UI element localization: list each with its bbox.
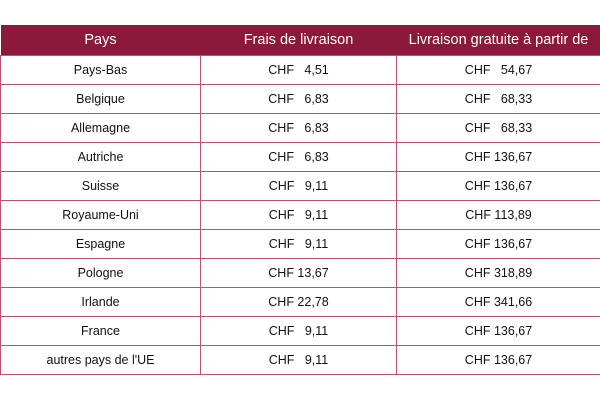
country-cell: Irlande bbox=[0, 287, 201, 317]
free-shipping-threshold-cell: CHF 54,67 bbox=[396, 55, 600, 85]
table-row: Royaume-Uni CHF 9,11 CHF 113,89 bbox=[0, 200, 600, 230]
table-row: Pologne CHF 13,67 CHF 318,89 bbox=[0, 258, 600, 288]
free-shipping-threshold-cell: CHF 68,33 bbox=[396, 113, 600, 143]
country-cell: Allemagne bbox=[0, 113, 201, 143]
shipping-cost-cell: CHF 13,67 bbox=[200, 258, 397, 288]
country-cell: Royaume-Uni bbox=[0, 200, 201, 230]
table-row: autres pays de l'UE CHF 9,11 CHF 136,67 bbox=[0, 345, 600, 375]
country-cell: Pologne bbox=[0, 258, 201, 288]
table-row: Espagne CHF 9,11 CHF 136,67 bbox=[0, 229, 600, 259]
table-row: Pays-Bas CHF 4,51 CHF 54,67 bbox=[0, 55, 600, 85]
header-free-shipping-threshold: Livraison gratuite à partir de bbox=[396, 25, 600, 56]
table-row: Belgique CHF 6,83 CHF 68,33 bbox=[0, 84, 600, 114]
free-shipping-threshold-cell: CHF 318,89 bbox=[396, 258, 600, 288]
shipping-cost-cell: CHF 9,11 bbox=[200, 200, 397, 230]
country-cell: Autriche bbox=[0, 142, 201, 172]
header-row: Pays Frais de livraison Livraison gratui… bbox=[0, 25, 600, 56]
table-row: Irlande CHF 22,78 CHF 341,66 bbox=[0, 287, 600, 317]
free-shipping-threshold-cell: CHF 341,66 bbox=[396, 287, 600, 317]
shipping-cost-cell: CHF 6,83 bbox=[200, 84, 397, 114]
country-cell: Belgique bbox=[0, 84, 201, 114]
country-cell: Pays-Bas bbox=[0, 55, 201, 85]
header-shipping-cost: Frais de livraison bbox=[200, 25, 397, 56]
table-row: Suisse CHF 9,11 CHF 136,67 bbox=[0, 171, 600, 201]
country-cell: autres pays de l'UE bbox=[0, 345, 201, 375]
free-shipping-threshold-cell: CHF 136,67 bbox=[396, 229, 600, 259]
header-country: Pays bbox=[0, 25, 201, 56]
free-shipping-threshold-cell: CHF 136,67 bbox=[396, 142, 600, 172]
shipping-cost-cell: CHF 9,11 bbox=[200, 229, 397, 259]
shipping-cost-cell: CHF 4,51 bbox=[200, 55, 397, 85]
free-shipping-threshold-cell: CHF 136,67 bbox=[396, 345, 600, 375]
shipping-cost-cell: CHF 6,83 bbox=[200, 113, 397, 143]
free-shipping-threshold-cell: CHF 113,89 bbox=[396, 200, 600, 230]
free-shipping-threshold-cell: CHF 136,67 bbox=[396, 316, 600, 346]
country-cell: Espagne bbox=[0, 229, 201, 259]
shipping-cost-cell: CHF 9,11 bbox=[200, 171, 397, 201]
shipping-cost-cell: CHF 22,78 bbox=[200, 287, 397, 317]
country-cell: France bbox=[0, 316, 201, 346]
shipping-cost-cell: CHF 6,83 bbox=[200, 142, 397, 172]
free-shipping-threshold-cell: CHF 136,67 bbox=[396, 171, 600, 201]
free-shipping-threshold-cell: CHF 68,33 bbox=[396, 84, 600, 114]
table-row: France CHF 9,11 CHF 136,67 bbox=[0, 316, 600, 346]
country-cell: Suisse bbox=[0, 171, 201, 201]
shipping-cost-cell: CHF 9,11 bbox=[200, 316, 397, 346]
shipping-cost-cell: CHF 9,11 bbox=[200, 345, 397, 375]
shipping-table: Pays Frais de livraison Livraison gratui… bbox=[0, 25, 600, 375]
table-row: Allemagne CHF 6,83 CHF 68,33 bbox=[0, 113, 600, 143]
table-row: Autriche CHF 6,83 CHF 136,67 bbox=[0, 142, 600, 172]
